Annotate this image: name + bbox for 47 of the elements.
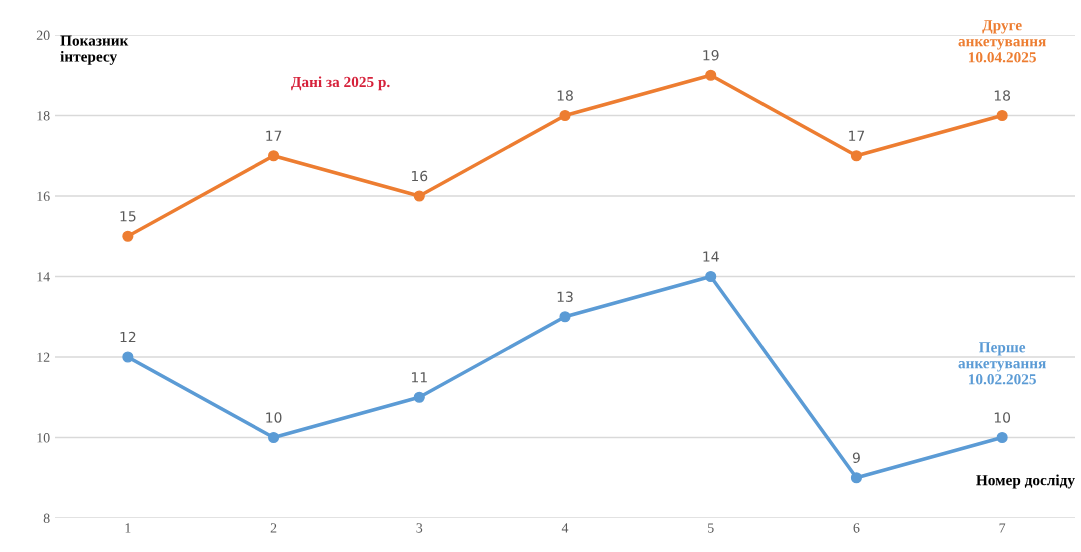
- point: [850, 472, 862, 484]
- y-tick-label: 8: [43, 513, 50, 523]
- point: [996, 109, 1008, 122]
- point: [268, 150, 280, 162]
- data-label: 10: [266, 412, 282, 423]
- y-tick-label: 10: [37, 433, 50, 443]
- data-label: 12: [120, 331, 136, 343]
- x-axis-title: Номер досліду: [976, 474, 1075, 489]
- point: [268, 431, 280, 444]
- y-tick-label: 12: [37, 352, 50, 362]
- data-label: 11: [411, 372, 427, 383]
- data-label: 15: [120, 211, 136, 222]
- text: Друге анкетування 10.04.2025: [958, 20, 1046, 63]
- y-tick-label: 20: [36, 30, 50, 40]
- annotation: Дані за 2025 р.: [291, 76, 390, 91]
- data-label: 19: [703, 49, 719, 61]
- point: [705, 270, 717, 283]
- point: [559, 109, 571, 122]
- point: [122, 230, 134, 242]
- x-tick-label: 1: [125, 523, 131, 533]
- data-label: 9: [852, 452, 860, 463]
- point: [413, 391, 425, 403]
- y-tick-label: 18: [37, 111, 50, 121]
- data-label: 16: [411, 170, 428, 182]
- data-label: 17: [266, 130, 282, 141]
- point: [122, 351, 134, 363]
- point: [850, 150, 862, 162]
- y-tick-label: 16: [37, 191, 50, 201]
- data-label: 18: [557, 90, 573, 101]
- point: [996, 431, 1008, 444]
- x-tick-label: 5: [708, 523, 714, 533]
- text: Перше анкетування 10.02.2025: [958, 342, 1046, 385]
- x-tick-label: 6: [853, 523, 860, 533]
- data-label: 13: [557, 291, 573, 302]
- point: [559, 311, 571, 323]
- data-label: 10: [994, 412, 1011, 423]
- data-label: 18: [994, 90, 1011, 101]
- x-tick-label: 4: [561, 523, 569, 533]
- x-tick-label: 7: [999, 523, 1006, 533]
- x-tick-label: 3: [416, 523, 423, 533]
- data-label: 17: [849, 130, 865, 141]
- point: [705, 69, 717, 81]
- y-axis-title: Показник інтересу: [60, 35, 129, 65]
- point: [413, 190, 425, 202]
- data-label: 14: [703, 251, 719, 262]
- x-tick-label: 2: [270, 523, 277, 533]
- y-tick-label: 14: [37, 272, 50, 282]
